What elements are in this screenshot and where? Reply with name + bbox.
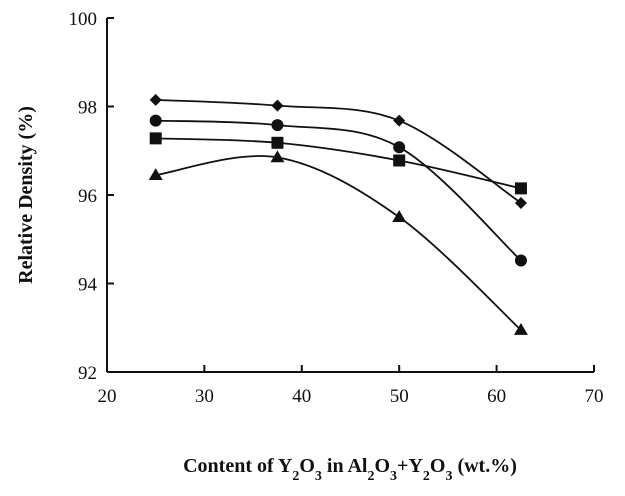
x-axis-title-subscript: 2: [292, 469, 299, 484]
x-tick-label: 50: [390, 386, 409, 407]
data-point-circle-s1: [271, 119, 284, 132]
x-axis-title-subscript: 3: [390, 469, 397, 484]
data-point-triangle-s3: [513, 322, 528, 335]
y-tick-label: 96: [78, 186, 97, 207]
data-point-diamond-s0: [514, 196, 527, 209]
y-tick-label: 92: [78, 363, 97, 384]
x-axis-title-part: O: [374, 455, 390, 477]
data-point-square-s2: [271, 136, 284, 149]
x-axis-title-part: O: [430, 455, 446, 477]
data-point-square-s2: [149, 132, 162, 145]
x-axis-title-subscript: 3: [445, 469, 452, 484]
x-axis-title-part: +Y: [397, 455, 423, 477]
x-axis-title-subscript: 2: [367, 469, 374, 484]
x-axis-title-part: (wt.%): [452, 455, 516, 477]
x-axis-title-subscript: 2: [423, 469, 430, 484]
x-tick-label: 30: [195, 386, 214, 407]
data-point-circle-s1: [149, 114, 162, 127]
data-point-triangle-s3: [270, 150, 285, 163]
data-point-square-s2: [514, 182, 527, 195]
data-point-triangle-s3: [392, 210, 407, 223]
series-line-triangle: [155, 155, 522, 331]
data-point-square-s2: [393, 154, 406, 167]
data-point-diamond-s0: [393, 114, 406, 127]
axes: 92 94 96 98 100 20 30 40 50 60 70: [69, 9, 604, 407]
x-tick-label: 60: [487, 386, 506, 407]
series-line-square: [155, 137, 522, 190]
x-axis-title-part: Content of Y: [183, 455, 293, 477]
y-tick-label: 98: [78, 98, 97, 119]
series-line-diamond: [155, 98, 522, 204]
data-point-triangle-s3: [148, 168, 163, 180]
y-axis-title: Relative Density (%): [15, 106, 37, 284]
data-point-circle-s1: [393, 141, 406, 154]
x-axis-title-part: O: [299, 455, 315, 477]
x-tick-label: 70: [585, 386, 604, 407]
x-axis-title-subscript: 3: [315, 469, 322, 484]
data-point-diamond-s0: [149, 93, 162, 106]
y-tick-label: 94: [78, 275, 98, 296]
series-line-circle: [155, 119, 522, 262]
x-tick-label: 40: [292, 386, 311, 407]
x-axis-title-part: in Al: [322, 455, 368, 477]
x-axis-title: Content of Y2O3 in Al2O3+Y2O3 (wt.%): [183, 455, 517, 484]
data-point-circle-s1: [514, 254, 527, 267]
data-point-diamond-s0: [271, 99, 284, 112]
y-tick-label: 100: [69, 9, 98, 30]
x-tick-label: 20: [98, 386, 117, 407]
plot-area: [148, 93, 528, 335]
